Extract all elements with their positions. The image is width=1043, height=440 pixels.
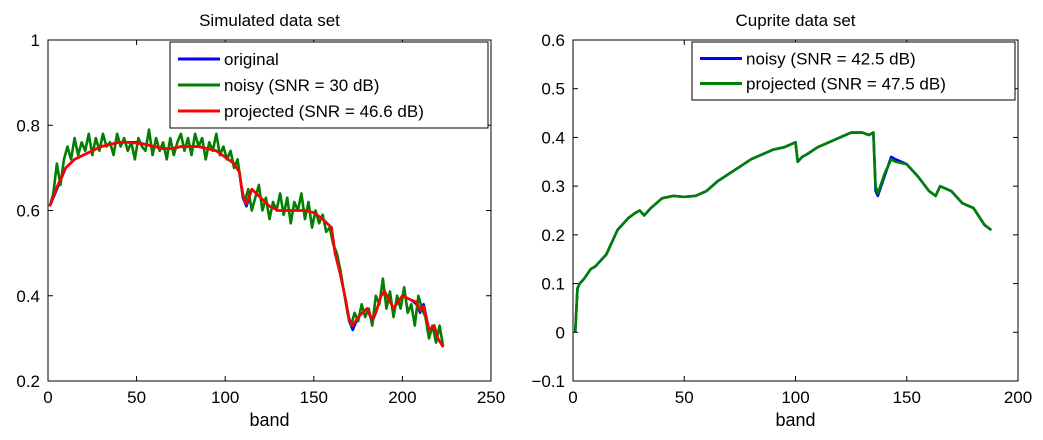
sim-ytick-label: 0.4 (16, 287, 40, 306)
sim-xtick-label: 0 (43, 388, 52, 407)
sim-xtick-label: 250 (477, 388, 505, 407)
sim-ytick-label: 0.6 (16, 202, 40, 221)
cup-xtick-label: 0 (568, 388, 577, 407)
cup-ytick-label: 0.3 (541, 177, 565, 196)
cup-ytick-label: 0 (556, 323, 565, 342)
sim-xtick-label: 50 (127, 388, 146, 407)
sim-xtick-label: 150 (300, 388, 328, 407)
sim-chart-title: Simulated data set (199, 11, 340, 30)
cup-ytick-label: −0.1 (531, 372, 565, 391)
cup-ytick-label: 0.5 (541, 80, 565, 99)
cup-chart-title: Cuprite data set (735, 11, 855, 30)
sim-series-line-2 (48, 141, 445, 348)
cup-xtick-label: 50 (675, 388, 694, 407)
cup-x-axis-label: band (775, 410, 815, 430)
sim-legend-label-2: projected (SNR = 46.6 dB) (224, 102, 424, 121)
sim-ytick-label: 0.2 (16, 372, 40, 391)
simulated-chart: Simulated data set 0 50 100 150 200 250 0.2 0.4 0… (16, 11, 505, 430)
cup-legend-label-1: projected (SNR = 47.5 dB) (746, 75, 946, 94)
cup-xtick-label: 100 (781, 388, 809, 407)
sim-xtick-label: 200 (388, 388, 416, 407)
cup-ytick-label: 0.4 (541, 128, 565, 147)
cup-ytick-label: 0.1 (541, 275, 565, 294)
cup-xtick-label: 150 (893, 388, 921, 407)
sim-legend-label-1: noisy (SNR = 30 dB) (224, 76, 379, 95)
sim-legend: original noisy (SNR = 30 dB) projected (SN… (169, 41, 489, 129)
cup-ytick-label: 0.6 (541, 31, 565, 50)
cup-xtick-label: 200 (1004, 388, 1032, 407)
cup-legend-label-0: noisy (SNR = 42.5 dB) (746, 50, 916, 69)
sim-x-axis-label: band (249, 410, 289, 430)
sim-ytick-label: 0.8 (16, 116, 40, 135)
cup-legend: noisy (SNR = 42.5 dB) projected (SNR = 47… (691, 41, 1016, 101)
cup-legend-box (691, 41, 1016, 101)
sim-xtick-label: 100 (211, 388, 239, 407)
sim-ytick-label: 1 (31, 31, 40, 50)
sim-legend-label-0: original (224, 50, 279, 69)
sim-legend-box (169, 41, 489, 129)
cup-series-line-1 (573, 131, 993, 333)
cup-ytick-label: 0.2 (541, 226, 565, 245)
